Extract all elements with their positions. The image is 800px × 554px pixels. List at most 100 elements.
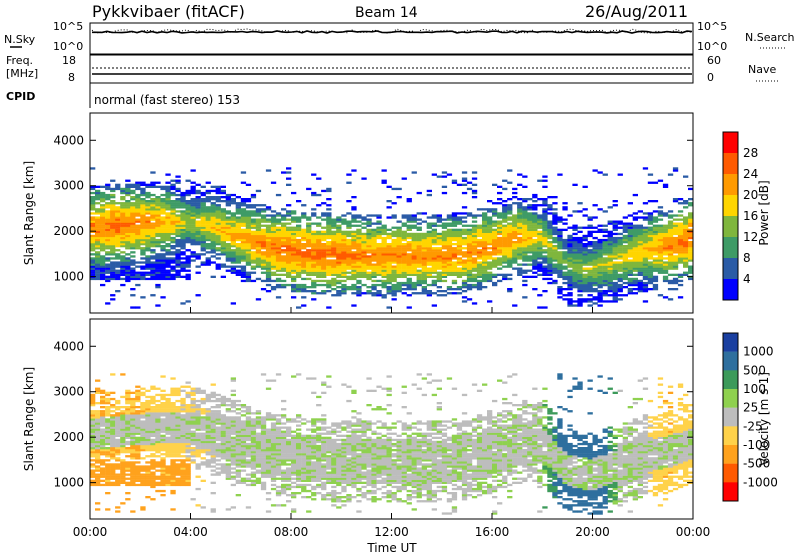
velocity-cell <box>180 463 186 466</box>
power-cell <box>522 222 528 225</box>
power-cell <box>105 230 111 233</box>
power-cell <box>250 214 257 217</box>
power-cell <box>115 261 121 264</box>
power-cell <box>502 200 508 203</box>
power-cell <box>100 271 106 274</box>
power-cell <box>522 241 528 244</box>
power-cell <box>572 210 578 213</box>
power-cell <box>436 243 442 246</box>
power-cell <box>411 220 417 223</box>
power-cell <box>260 255 267 258</box>
power-cell <box>401 243 407 246</box>
power-cell <box>587 286 593 289</box>
cpid-label: CPID <box>6 90 35 103</box>
power-cell <box>607 273 613 276</box>
power-cell <box>411 251 417 254</box>
power-cell <box>396 249 402 252</box>
nsky-strip-frame <box>89 22 694 55</box>
power-cell <box>260 288 267 291</box>
velocity-cell <box>95 414 101 417</box>
power-cell <box>502 234 508 238</box>
power-cell <box>497 222 503 225</box>
velocity-cell <box>145 424 151 427</box>
power-cell <box>391 230 397 233</box>
power-cell <box>346 259 352 262</box>
power-cell <box>170 222 176 225</box>
power-cell <box>306 253 312 256</box>
power-cell <box>311 253 317 256</box>
power-cell <box>607 279 613 283</box>
power-cell <box>175 181 181 184</box>
power-cell <box>657 261 664 264</box>
velocity-cell <box>100 467 106 470</box>
power-cell <box>431 271 437 274</box>
power-cell <box>436 267 442 270</box>
power-cell <box>195 265 201 268</box>
power-cell <box>557 173 563 176</box>
power-cell <box>175 263 181 266</box>
power-cell <box>296 283 302 287</box>
power-cell <box>592 296 598 299</box>
power-cell <box>411 255 417 258</box>
power-cell <box>270 238 277 242</box>
power-cell <box>170 224 176 227</box>
power-cell <box>356 234 362 238</box>
velocity-cell <box>130 477 136 480</box>
power-cell <box>150 181 156 184</box>
power-cell <box>497 245 503 248</box>
power-cell <box>195 202 201 205</box>
power-cell <box>627 249 633 252</box>
power-cell <box>291 218 297 221</box>
power-cell <box>466 271 473 274</box>
power-cell <box>396 265 402 268</box>
power-cell <box>155 216 161 219</box>
power-cell <box>652 286 659 289</box>
power-cell <box>632 236 638 240</box>
velocity-cell <box>115 412 121 415</box>
velocity-cell <box>125 469 131 472</box>
power-cell <box>245 234 252 238</box>
power-cell <box>281 218 287 221</box>
power-cell <box>532 220 538 223</box>
power-cell <box>632 212 638 215</box>
power-cell <box>296 306 302 309</box>
power-cell <box>617 220 623 223</box>
power-cell <box>190 181 196 184</box>
power-cell <box>150 210 156 213</box>
power-cell <box>652 238 659 242</box>
power-cell <box>632 269 638 272</box>
power-cell <box>185 208 191 211</box>
power-cell <box>471 251 478 254</box>
power-cell <box>441 218 448 221</box>
power-cell <box>165 249 171 252</box>
power-cell <box>125 226 131 229</box>
power-cell <box>160 269 166 272</box>
power-cell <box>115 253 121 256</box>
power-cell <box>225 228 231 231</box>
power-cell <box>406 267 412 270</box>
power-cell <box>662 267 669 270</box>
velocity-cell <box>90 399 96 403</box>
velocity-cell <box>155 387 161 390</box>
velocity-cell <box>155 447 161 450</box>
power-cell <box>286 230 292 233</box>
power-cell <box>240 259 247 262</box>
power-cell <box>90 243 96 246</box>
power-cell <box>225 218 231 221</box>
power-cell <box>456 292 463 295</box>
power-cell <box>296 200 302 203</box>
power-cell <box>301 212 307 215</box>
power-cell <box>105 220 111 223</box>
power-cell <box>547 245 553 248</box>
power-cell <box>607 290 613 293</box>
power-cell <box>95 236 101 240</box>
power-cell <box>250 253 257 256</box>
power-cell <box>260 228 267 231</box>
velocity-cell <box>185 455 191 458</box>
power-cell <box>683 230 689 233</box>
power-cell <box>612 283 618 287</box>
power-cell <box>607 281 613 285</box>
power-cell <box>90 265 96 268</box>
power-cell <box>683 202 689 205</box>
power-cell <box>286 238 292 242</box>
